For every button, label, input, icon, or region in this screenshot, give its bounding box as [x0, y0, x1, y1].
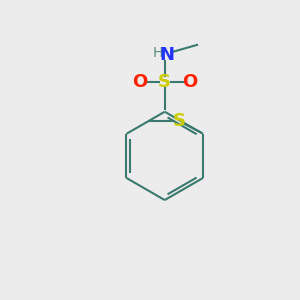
Text: N: N [160, 46, 175, 64]
Text: H: H [152, 46, 163, 60]
Text: S: S [172, 112, 185, 130]
Text: O: O [182, 73, 197, 91]
Text: O: O [132, 73, 147, 91]
Text: S: S [158, 73, 171, 91]
